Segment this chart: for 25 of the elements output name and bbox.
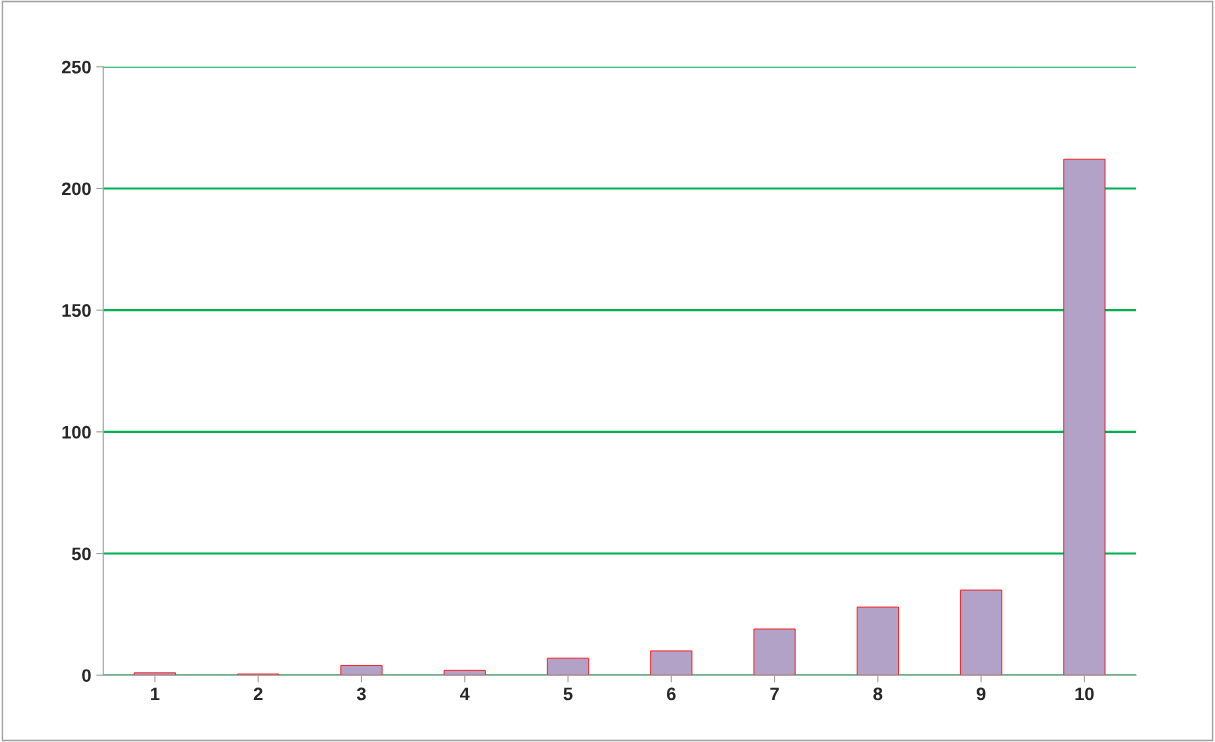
- bar: [856, 606, 899, 676]
- bar: [753, 628, 796, 676]
- bar: [960, 589, 1003, 676]
- x-tick-label: 9: [976, 687, 986, 701]
- x-tick-label: 1: [151, 687, 160, 701]
- y-tick-label: 100: [62, 425, 91, 439]
- x-tick-label: 10: [1075, 687, 1094, 701]
- x-tick-label: 7: [770, 687, 779, 701]
- x-tick-label: 4: [459, 687, 470, 701]
- x-tick-label: 5: [563, 687, 573, 701]
- y-tick-label: 250: [61, 60, 91, 74]
- y-tick-label: 150: [62, 304, 91, 317]
- y-tick-label: 0: [82, 669, 91, 682]
- x-tick-label: 2: [253, 687, 263, 701]
- x-tick-label: 6: [666, 687, 676, 701]
- bar: [546, 657, 590, 676]
- bar: [1063, 158, 1106, 676]
- y-tick-label: 50: [71, 547, 91, 561]
- x-tick-label: 3: [356, 687, 366, 701]
- y-tick-label: 200: [61, 182, 91, 196]
- bar: [650, 650, 693, 676]
- bar: [133, 672, 176, 676]
- x-tick-label: 8: [873, 687, 883, 701]
- bar: [443, 669, 486, 676]
- bar: [340, 665, 383, 676]
